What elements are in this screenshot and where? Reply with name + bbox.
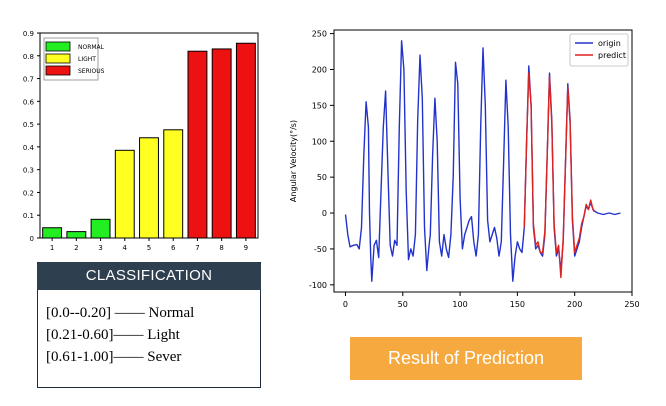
legend-label: predict	[598, 51, 626, 60]
y-tick-label: 0.1	[23, 212, 34, 220]
x-tick-label: 250	[624, 300, 639, 309]
x-tick-label: 4	[123, 244, 128, 252]
y-tick-label: 0.6	[23, 98, 35, 106]
bar	[139, 137, 159, 239]
bar	[90, 218, 111, 239]
y-tick-label: 0.4	[23, 144, 35, 152]
y-tick-label: 0.9	[23, 30, 34, 38]
legend-label: origin	[598, 39, 621, 48]
line-plot-frame	[333, 29, 633, 293]
bar-legend: NORMAL LIGHT SERIOUS	[43, 37, 105, 81]
y-tick-label: 0.3	[23, 167, 34, 175]
y-tick-label: 0	[322, 209, 327, 218]
y-axis-label: Angular Velocity(°/s)	[289, 120, 298, 202]
legend-swatch	[45, 41, 71, 52]
y-tick-label: -100	[309, 281, 327, 290]
bar	[235, 42, 256, 239]
bar	[114, 149, 135, 239]
classification-rule-normal: [0.0--0.20] —— Normal	[46, 305, 195, 321]
legend-label: LIGHT	[78, 56, 96, 63]
line-legend: origin predict	[569, 33, 629, 67]
classification-bar-chart: 0 0.1 0.2 0.3 0.4 0.5 0.6 0.7 0.8 0.9 1 2 3 4 5 6 7 8 9 NOR…	[23, 30, 259, 252]
x-tick-label: 2	[74, 244, 78, 252]
y-tick-label: 100	[312, 137, 327, 146]
x-tick-label: 200	[567, 300, 582, 309]
x-tick-label: 7	[195, 244, 199, 252]
y-tick-label: -50	[314, 245, 327, 254]
legend-swatch	[45, 65, 71, 76]
x-tick-label: 150	[510, 300, 525, 309]
y-tick-label: 0.2	[23, 189, 34, 197]
prediction-line-chart: 250 200 150 100 50 0 -50 -100 0 50 100 150 200 250 Ang…	[289, 29, 640, 309]
x-tick-label: 1	[50, 244, 54, 252]
classification-rule-serious: [0.61-1.00]—— Sever	[46, 349, 182, 365]
y-tick-label: 0.7	[23, 76, 34, 84]
y-tick-label: 0	[30, 235, 34, 243]
bar	[42, 227, 63, 239]
x-tick-label: 5	[147, 244, 151, 252]
x-tick-label: 100	[452, 300, 467, 309]
bar	[211, 48, 232, 239]
x-tick-label: 50	[398, 300, 408, 309]
classification-title: CLASSIFICATION	[37, 262, 261, 290]
x-tick-label: 6	[171, 244, 176, 252]
legend-swatch	[45, 53, 71, 64]
y-tick-label: 250	[312, 30, 327, 39]
x-tick-label: 3	[98, 244, 102, 252]
series-line-predict	[523, 72, 595, 279]
bar	[187, 50, 208, 239]
bar	[163, 129, 184, 239]
legend-label: SERIOUS	[78, 68, 105, 75]
y-tick-label: 150	[312, 101, 327, 110]
y-tick-label: 50	[317, 173, 327, 182]
y-tick-label: 0.5	[23, 121, 34, 129]
x-tick-label: 9	[244, 244, 248, 252]
y-tick-label: 200	[312, 65, 327, 74]
result-of-prediction-button[interactable]: Result of Prediction	[350, 337, 582, 380]
bar	[66, 231, 87, 239]
legend-box	[569, 33, 629, 67]
classification-rule-light: [0.21-0.60]—— Light	[46, 327, 180, 343]
x-tick-label: 8	[219, 244, 223, 252]
legend-label: NORMAL	[78, 44, 105, 51]
x-tick-label: 0	[343, 300, 348, 309]
y-tick-label: 0.8	[23, 53, 34, 61]
